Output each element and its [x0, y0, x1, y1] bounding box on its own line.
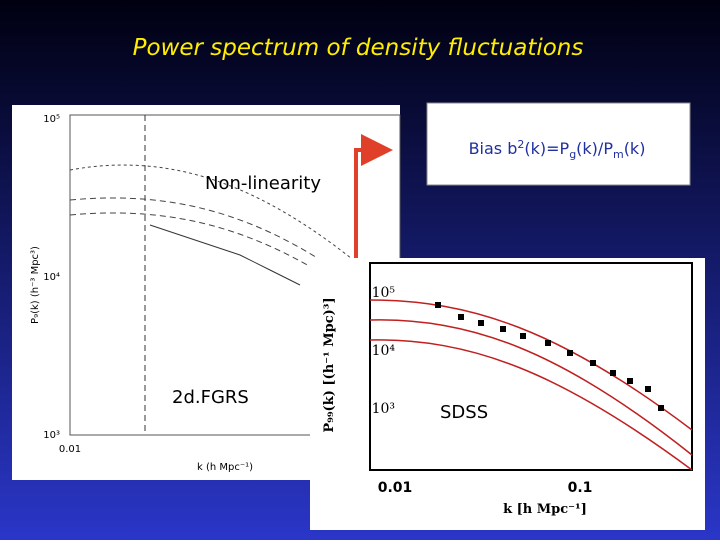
title: Power spectrum of density fluctuations	[133, 35, 584, 61]
annotation: 2d.FGRS	[172, 387, 249, 408]
y-tick-label: 10⁵	[372, 285, 396, 301]
arrow	[354, 134, 393, 262]
y-tick-label: 10³	[372, 401, 395, 417]
right-plot: 10⁵ 10⁴ 10³ 0.01 0.1 k [h Mpc⁻¹] P₉₉(k) …	[310, 258, 705, 530]
y-label: P₉₉(k) [(h⁻¹ Mpc)³]	[322, 297, 337, 432]
x-tick-label: 0.01	[59, 444, 81, 455]
y-tick-label: 10⁴	[372, 343, 396, 359]
bias-formula: Bias b2(k)=Pg(k)/Pm(k)	[469, 138, 646, 161]
y-tick-label: 10⁵	[43, 114, 60, 125]
x-label: k [h Mpc⁻¹]	[503, 502, 587, 517]
annotation: SDSS	[440, 402, 488, 423]
annotation: Non-linearity	[205, 173, 321, 194]
y-tick-label: 10⁴	[43, 272, 60, 283]
y-label: P₉(k) (h⁻³ Mpc³)	[30, 246, 41, 324]
x-tick-label: 0.01	[378, 480, 413, 496]
y-tick-label: 10³	[43, 430, 60, 441]
x-label: k (h Mpc⁻¹)	[197, 462, 253, 473]
x-tick-label: 0.1	[568, 480, 593, 496]
bias-box	[426, 102, 691, 186]
